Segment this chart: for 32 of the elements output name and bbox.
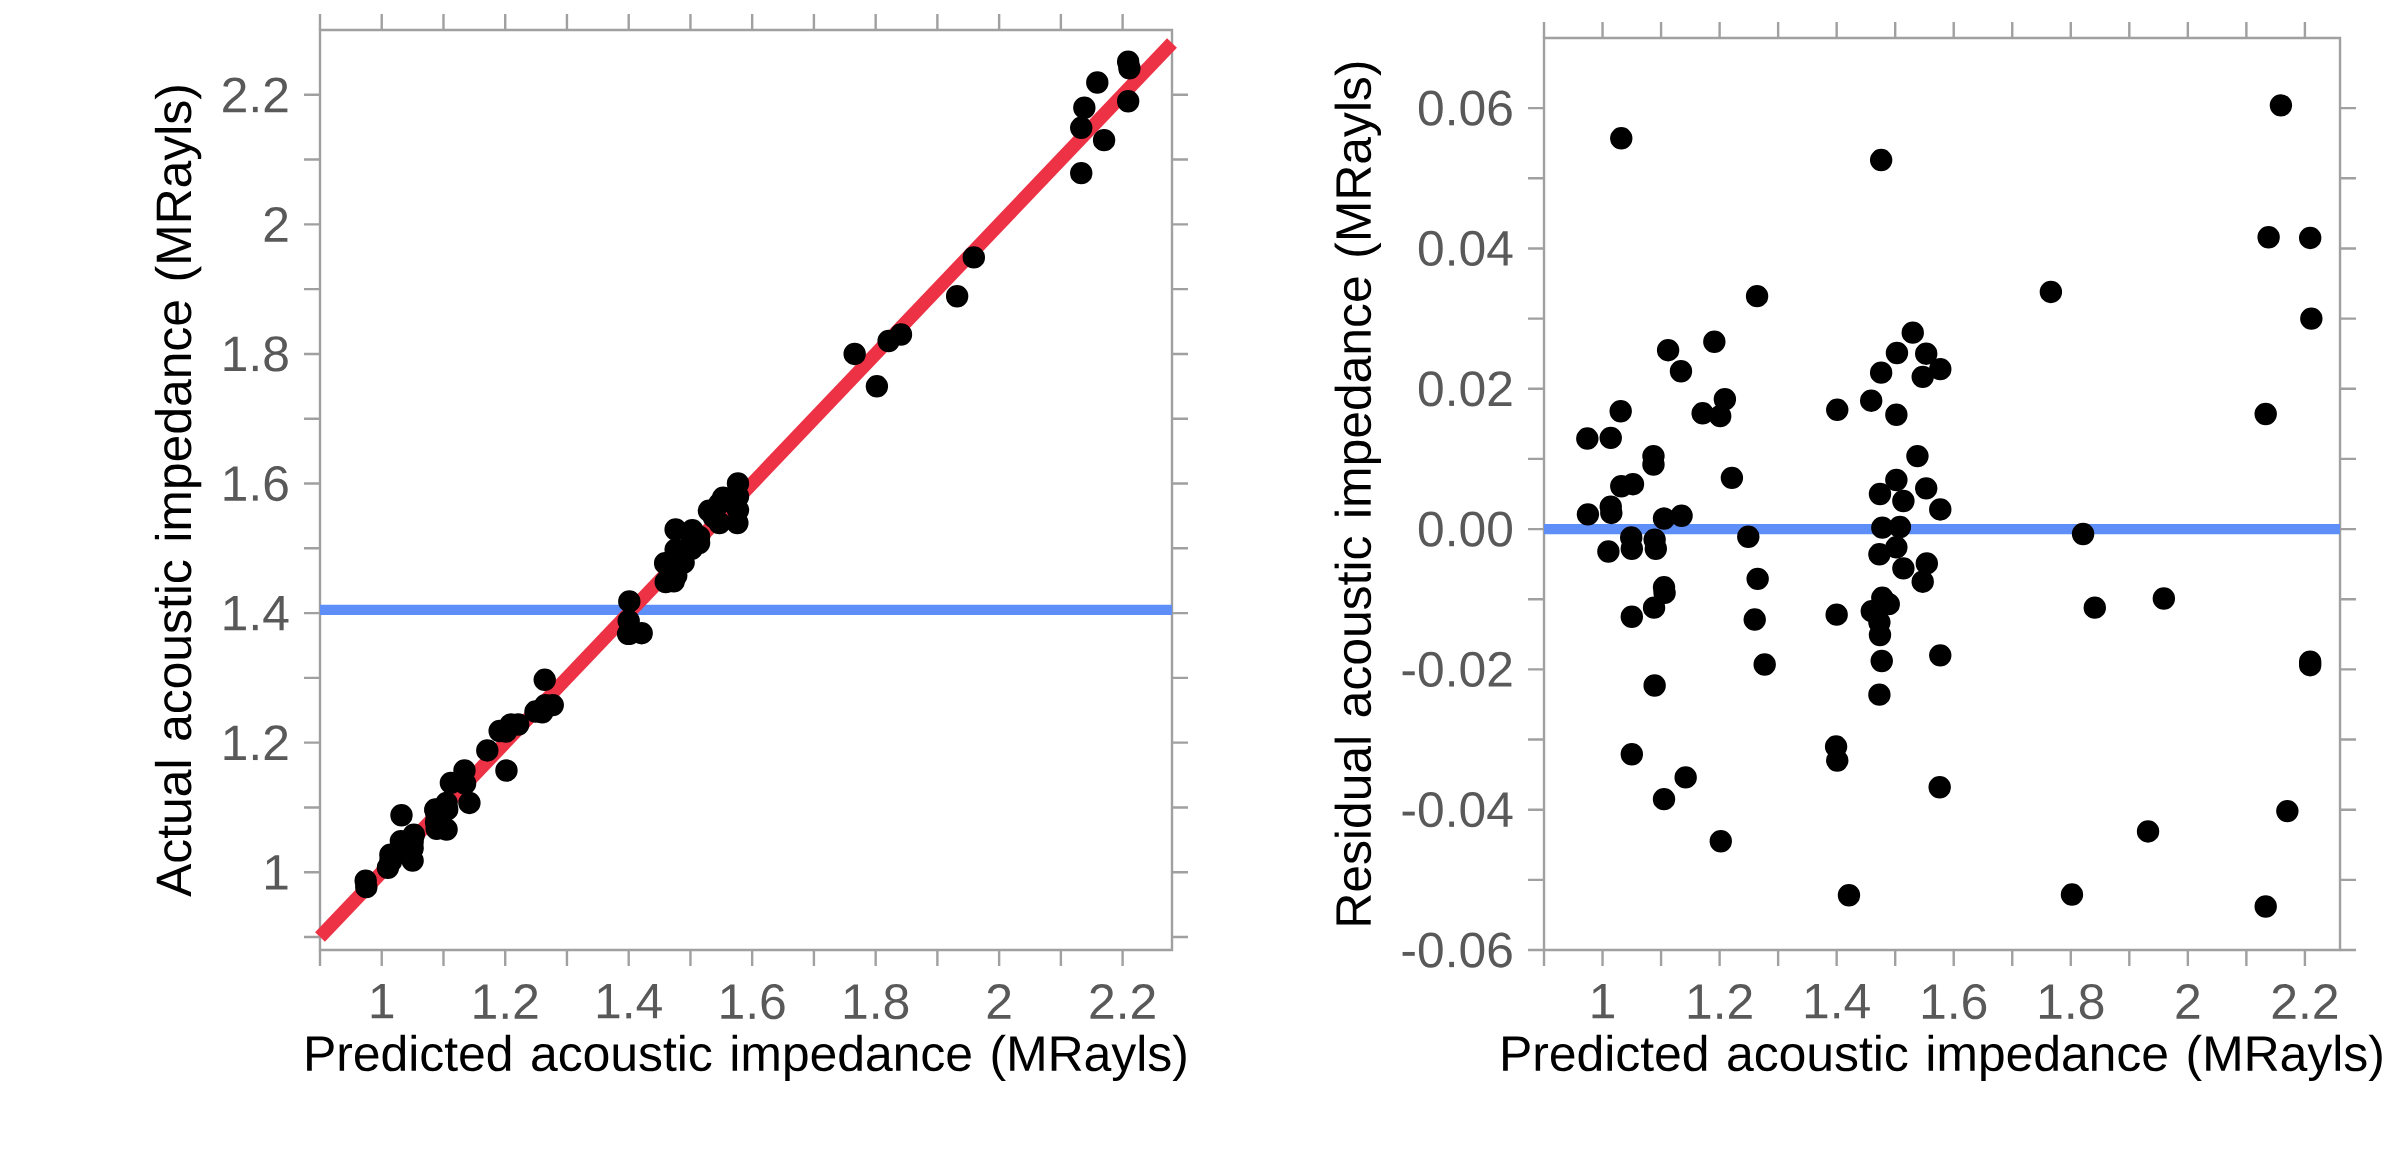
x-tick-label: 1: [1592, 984, 1614, 1019]
x-tick-label: 1.4: [1805, 984, 1870, 1019]
x-axis-title: Predicted acoustic impedance (MRayls): [1503, 1034, 2382, 1082]
x-tick-label: 1.8: [2039, 984, 2104, 1020]
y-tick-label: -0.02: [1402, 651, 1512, 688]
y-tick-label: 1: [266, 855, 288, 890]
y-tick-label: 0.04: [1418, 230, 1513, 267]
x-tick-label: 2: [987, 984, 1011, 1019]
y-tick-label: 1.8: [224, 336, 288, 372]
x-tick-label: 1: [371, 984, 394, 1019]
x-tick-label: 2.2: [2272, 984, 2338, 1019]
y-tick-label: 2: [264, 206, 288, 242]
y-tick-label: 1.2: [224, 725, 288, 761]
x-tick-label: 1.4: [597, 984, 662, 1019]
y-axis-title: Residual acoustic impedance (MRayls): [1334, 62, 1382, 925]
y-tick-label: -0.04: [1402, 792, 1513, 828]
x-tick-label: 2: [2176, 984, 2200, 1019]
y-tick-label: 1.4: [224, 595, 289, 631]
x-tick-label: 1.2: [1688, 984, 1752, 1019]
x-tick-label: 1.6: [1922, 984, 1987, 1020]
x-tick-label: 1.6: [721, 984, 785, 1020]
y-axis-title: Actual acoustic impedance (MRayls): [154, 86, 202, 897]
x-axis-title: Predicted acoustic impedance (MRayls): [307, 1034, 1186, 1082]
x-tick-label: 1.8: [844, 984, 909, 1020]
y-tick-label: -0.06: [1402, 932, 1512, 968]
x-tick-label: 1.2: [474, 984, 538, 1019]
x-tick-label: 2.2: [1090, 984, 1155, 1019]
y-tick-label: 0.06: [1418, 90, 1512, 126]
y-tick-label: 0.00: [1418, 511, 1512, 547]
y-tick-label: 2.2: [223, 77, 288, 113]
y-tick-label: 1.6: [224, 465, 288, 502]
y-tick-label: 0.02: [1418, 371, 1512, 407]
